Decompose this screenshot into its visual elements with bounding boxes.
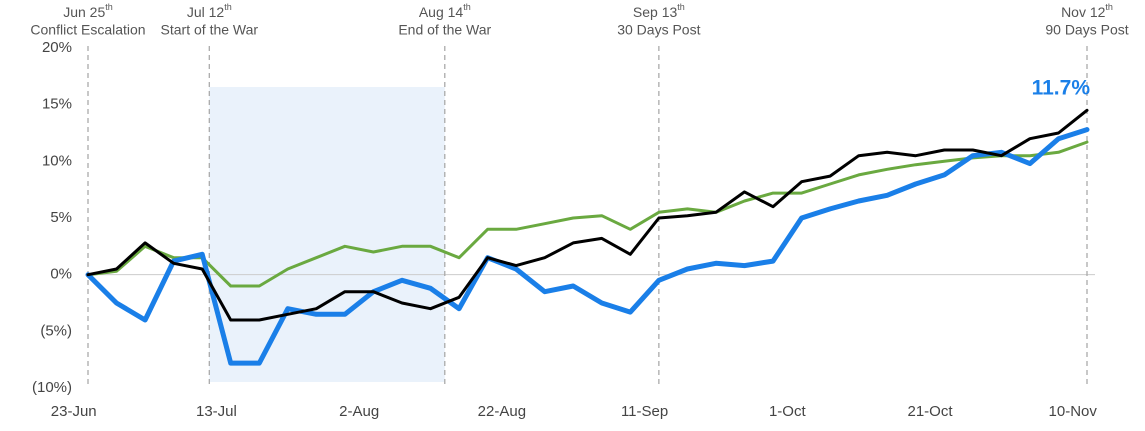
x-tick-label: 1-Oct <box>769 403 807 420</box>
event-date: Nov 12th <box>1061 2 1113 19</box>
event-label: Conflict Escalation <box>30 22 145 38</box>
event-date-text: Aug 14 <box>419 4 464 20</box>
event-date-suffix: th <box>105 2 113 12</box>
x-tick-label: 13-Jul <box>196 403 237 420</box>
x-tick-label: 10-Nov <box>1049 403 1098 420</box>
x-tick-label: 11-Sep <box>621 403 668 420</box>
event-label: 90 Days Post <box>1045 22 1128 38</box>
y-tick-label: 0% <box>50 266 72 283</box>
x-tick-label: 23-Jun <box>51 403 97 420</box>
y-tick-label: 20% <box>42 39 72 56</box>
event-label: End of the War <box>398 22 491 38</box>
event-date-text: Jul 12 <box>187 4 225 20</box>
event-date-suffix: th <box>224 2 232 12</box>
event-date-suffix: th <box>1105 2 1113 12</box>
y-tick-label: 5% <box>50 209 72 226</box>
event-date-text: Nov 12 <box>1061 4 1106 20</box>
event-date-text: Sep 13 <box>633 4 678 20</box>
event-label: 30 Days Post <box>617 22 700 38</box>
event-date-suffix: th <box>463 2 471 12</box>
y-tick-label: 10% <box>42 152 72 169</box>
event-date: Aug 14th <box>419 2 471 19</box>
end-value-label: 11.7% <box>1032 77 1091 100</box>
event-date: Sep 13th <box>633 2 685 19</box>
event-label: Start of the War <box>161 22 259 38</box>
series-line <box>86 140 1089 288</box>
y-tick-label: (10%) <box>32 379 72 396</box>
series-line <box>85 127 1090 366</box>
y-tick-label: (5%) <box>40 322 72 339</box>
y-tick-label: 15% <box>42 96 72 113</box>
event-date-text: Jun 25 <box>63 4 105 20</box>
x-tick-label: 21-Oct <box>908 403 954 420</box>
event-date: Jun 25th <box>63 2 113 19</box>
x-tick-label: 22-Aug <box>478 403 526 420</box>
event-date-suffix: th <box>677 2 685 12</box>
x-tick-label: 2-Aug <box>339 403 379 420</box>
shaded-period <box>209 87 445 382</box>
event-date: Jul 12th <box>187 2 232 19</box>
series-line <box>86 108 1089 322</box>
